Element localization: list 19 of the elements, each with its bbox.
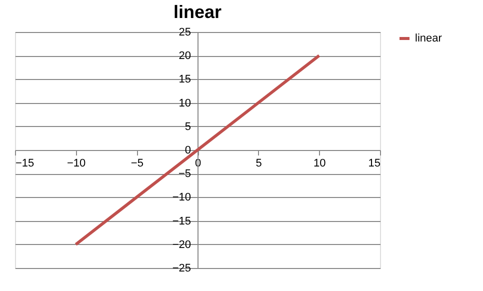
x-tick-label: 10 [314,158,326,170]
y-tick-label: 25 [178,26,191,38]
x-tick-label: −15 [16,158,34,170]
y-tick-label: −5 [178,168,191,180]
x-tick-label: −10 [66,158,86,170]
y-tick-label: 10 [178,97,191,110]
x-tick-label: −5 [130,158,144,170]
y-tick-label: −15 [172,215,191,228]
y-tick-label: 15 [178,74,191,86]
chart-title: linear [173,2,222,22]
y-tick-label: 5 [184,120,191,133]
legend-label: linear [415,32,442,44]
y-tick-label: 20 [178,50,191,62]
y-tick-label: 0 [184,144,191,156]
y-tick-label: −20 [172,238,191,251]
x-tick-label: 5 [256,158,262,170]
y-tick-label: −25 [172,262,191,274]
y-tick-label: −10 [172,192,191,204]
x-tick-label: 15 [368,158,380,170]
